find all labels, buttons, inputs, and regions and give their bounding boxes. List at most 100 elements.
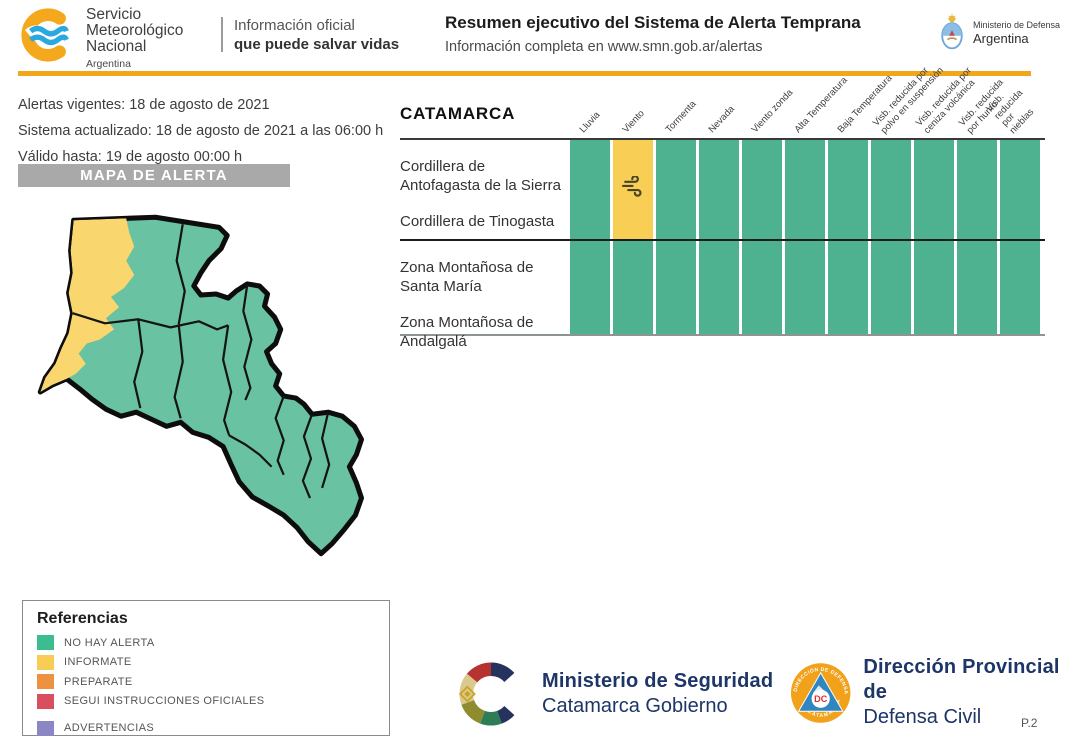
dc-badge: DC (814, 694, 828, 704)
header-divider (221, 17, 223, 52)
region-title: CATAMARCA (400, 104, 516, 123)
ministerio-seguridad-text: Ministerio de Seguridad Catamarca Gobier… (542, 669, 773, 719)
alert-cell-viento (613, 241, 653, 334)
smn-wordmark: Servicio Meteorológico Nacional Argentin… (86, 7, 183, 72)
legend-label: INFORMATE (64, 656, 132, 668)
map-banner: MAPA DE ALERTA (18, 164, 290, 187)
legend-box: Referencias NO HAY ALERTA INFORMATE PREPAR… (22, 600, 390, 736)
page-number: P.2 (1021, 716, 1038, 730)
page-subtitle: Información completa en www.smn.gob.ar/a… (445, 39, 763, 55)
smn-line1: Servicio (86, 6, 142, 23)
table-head: CATAMARCA Lluvia Viento Tormenta Nevada Vien… (400, 65, 1045, 138)
legend-swatch (37, 635, 54, 650)
alertas-vigentes: Alertas vigentes: 18 de agosto de 2021 (18, 97, 270, 113)
row-label: Cordillera de Tinogasta (400, 213, 555, 230)
defensa-line2: Argentina (973, 31, 1029, 46)
ministerio-defensa-text: Ministerio de Defensa Argentina (973, 19, 1060, 45)
tagline-line2: que puede salvar vidas (234, 36, 400, 53)
table-row-group-cordilleras: Cordillera de Antofagasta de la Sierra C… (400, 140, 1045, 239)
alert-cell-viento-zonda (742, 140, 782, 239)
legend-label: NO HAY ALERTA (64, 636, 155, 649)
alert-cell-visb-reducida-por-nieblas (1000, 241, 1040, 334)
smn-line2: Meteorológico (86, 22, 184, 39)
legend-label: PREPARATE (64, 675, 133, 688)
wind-icon (621, 176, 642, 197)
alert-cell-lluvia (570, 140, 610, 239)
alert-cell-viento-zonda (742, 241, 782, 334)
alert-cell-visb-reducida-por-polvo-en-suspensión (871, 140, 911, 239)
legend-item: INFORMATE (37, 654, 375, 670)
header-orange-rule (18, 71, 1031, 76)
column-header-5: Viento zonda (749, 87, 796, 136)
alert-table: CATAMARCA Lluvia Viento Tormenta Nevada Vien… (400, 65, 1045, 350)
smn-logo (21, 8, 73, 62)
alert-cell-baja-temperatura (828, 140, 868, 239)
ministerio-seguridad-block: Ministerio de Seguridad Catamarca Gobier… (455, 658, 773, 730)
alert-cell-viento (613, 140, 653, 239)
row-labels: Zona Montañosa de Santa María Zona Monta… (400, 241, 570, 350)
seguridad-line1: Ministerio de Seguridad (542, 670, 774, 692)
cells-row (570, 140, 1043, 239)
alert-cell-visb-reducida-por-polvo-en-suspensión (871, 241, 911, 334)
table-group-rule (400, 239, 1045, 241)
alert-cell-visb-reducida-por-ceniza-volc-nica (914, 241, 954, 334)
alert-cell-tormenta (656, 140, 696, 239)
alert-cell-lluvia (570, 241, 610, 334)
header: Servicio Meteorológico Nacional Argentin… (0, 0, 1080, 76)
legend-label: ADVERTENCIAS (64, 722, 155, 734)
alert-cell-visb-reducida-por-ceniza-volc-nica (914, 140, 954, 239)
catamarca-gobierno-logo (458, 662, 515, 726)
defensa-civil-line1: Dirección Provincial de (863, 656, 1060, 703)
defensa-civil-line2: Defensa Civil (863, 706, 982, 728)
legend-swatch (37, 654, 54, 670)
row-label: Zona Montañosa de Andalgalá (400, 314, 534, 350)
legend-swatch (37, 674, 54, 689)
table-row-group-zonas: Zona Montañosa de Santa María Zona Monta… (400, 241, 1045, 350)
legend-items: NO HAY ALERTA INFORMATE PREPARATE SEGUI INS… (37, 635, 375, 736)
legend-item: NO HAY ALERTA (37, 635, 375, 650)
seguridad-line2: Catamarca Gobierno (542, 695, 728, 717)
legend-title: Referencias (37, 610, 128, 627)
alert-cell-baja-temperatura (828, 241, 868, 334)
alert-cell-visb-reducida-por-humo (957, 241, 997, 334)
smn-tagline: Información oficial que puede salvar vid… (234, 16, 399, 54)
legend-swatch (37, 720, 54, 736)
page-title: Resumen ejecutivo del Sistema de Alerta … (445, 13, 861, 32)
alert-cell-alta-temperatura (785, 140, 825, 239)
row-label: Zona Montañosa de Santa María (400, 259, 534, 295)
defensa-line1: Ministerio de Defensa (973, 20, 1061, 30)
alert-cell-visb-reducida-por-humo (957, 140, 997, 239)
alert-cell-alta-temperatura (785, 241, 825, 334)
table-head-rule (400, 138, 1045, 140)
defensa-civil-block: DIRECCIÓN DE DEFENSA CIVIL CATAMARCA DC … (790, 655, 1080, 730)
legend-item: SEGUI INSTRUCCIONES OFICIALES (37, 693, 375, 709)
header-title-block: Resumen ejecutivo del Sistema de Alerta … (445, 13, 861, 55)
alert-info: Alertas vigentes: 18 de agosto de 2021 S… (18, 92, 383, 170)
defensa-civil-logo: DIRECCIÓN DE DEFENSA CIVIL CATAMARCA DC (790, 661, 851, 723)
row-labels: Cordillera de Antofagasta de la Sierra C… (400, 140, 570, 239)
sistema-actualizado: Sistema actualizado: 18 de agosto de 202… (18, 123, 384, 139)
defensa-civil-text: Dirección Provincial de Defensa Civil (863, 655, 1080, 730)
informate-zone (40, 218, 135, 392)
column-header-4: Nevada (706, 104, 737, 136)
ministerio-defensa-block: Ministerio de Defensa Argentina (938, 12, 1060, 52)
alert-cell-visb-reducida-por-nieblas (1000, 140, 1040, 239)
alert-cell-nevada (699, 140, 739, 239)
catamarca-map (37, 214, 365, 557)
legend-item: PREPARATE (37, 674, 375, 689)
alert-map (25, 190, 397, 594)
legend-label: SEGUI INSTRUCCIONES OFICIALES (64, 695, 265, 707)
row-label: Cordillera de Antofagasta de la Sierra (400, 158, 561, 194)
smn-country: Argentina (86, 58, 131, 70)
alert-cell-nevada (699, 241, 739, 334)
legend-item: ADVERTENCIAS (37, 720, 375, 736)
tagline-line1: Información oficial (234, 17, 355, 34)
column-header-3: Tormenta (663, 99, 699, 136)
legend-swatch (37, 693, 54, 709)
argentina-coat-of-arms-icon (941, 13, 963, 50)
column-header-1: Lluvia (577, 109, 603, 136)
cells-row (570, 241, 1043, 334)
smn-line3: Nacional (86, 38, 147, 55)
valido-hasta: Válido hasta: 19 de agosto 00:00 h (18, 149, 243, 165)
